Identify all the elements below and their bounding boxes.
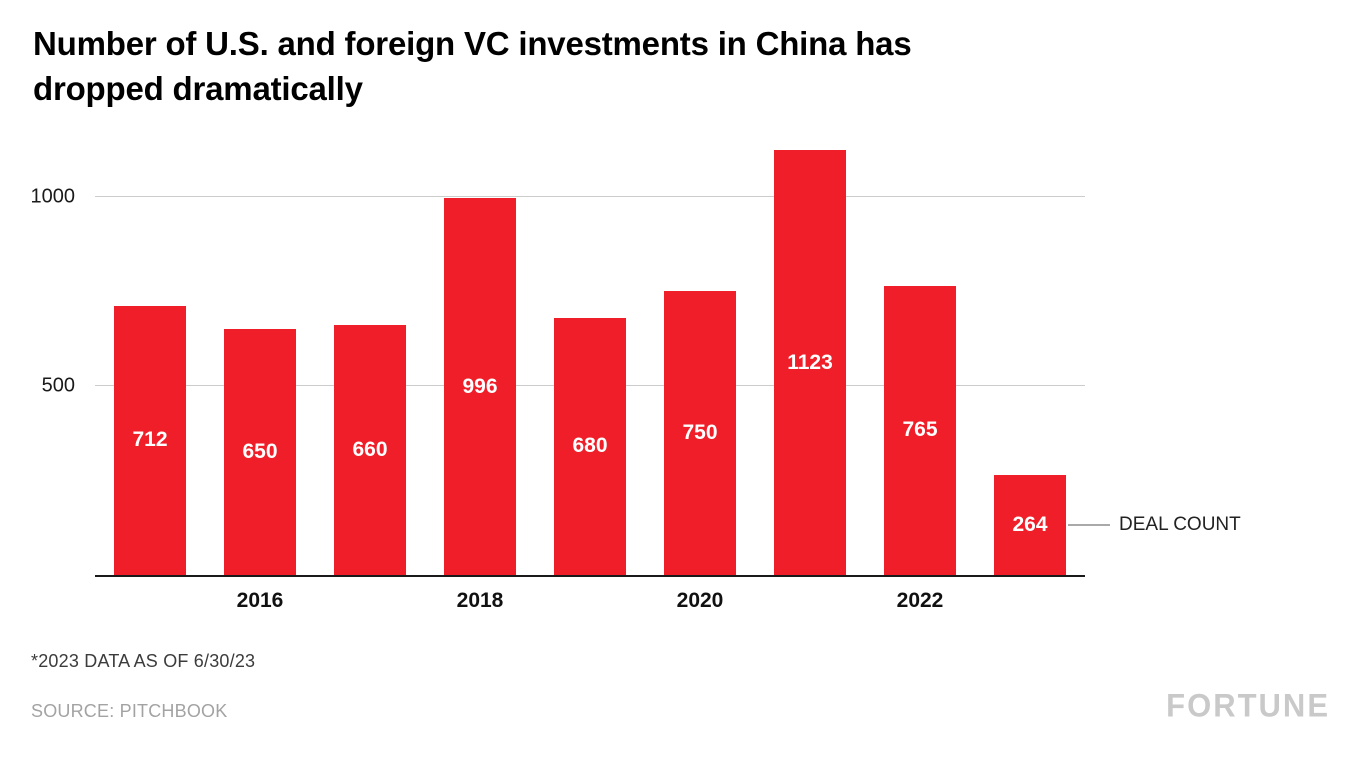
bar-value-label: 264	[1012, 513, 1048, 537]
bar-slot-2020: 750	[645, 140, 755, 575]
bar-slot-2017: 660	[315, 140, 425, 575]
page-title-line2: dropped dramatically	[33, 69, 363, 107]
bar-value-label: 765	[902, 418, 938, 442]
x-axis-tick-spacer	[95, 577, 205, 615]
bar-2022: 765	[884, 285, 956, 575]
bar-2023: 264	[994, 475, 1066, 575]
gridline-1000	[95, 195, 1085, 197]
bar-slot-2018: 996	[425, 140, 535, 575]
bar-slot-2019: 680	[535, 140, 645, 575]
data-asof-note: *2023 DATA AS OF 6/30/23	[31, 651, 256, 671]
x-axis-tick-spacer	[975, 577, 1085, 615]
bar-value-label: 650	[242, 440, 278, 464]
x-axis: 2016 2018 2020 2022	[95, 577, 1085, 615]
x-axis-tick-spacer	[535, 577, 645, 615]
deal-count-annotation: DEAL COUNT	[1068, 514, 1241, 536]
y-axis-tick-label: 500	[41, 374, 75, 397]
bar-slot-2023: 264	[975, 140, 1085, 575]
x-axis-tick-spacer	[315, 577, 425, 615]
y-axis: 500 1000	[0, 140, 85, 575]
bar-series: 712 650 660 996 680 750 1123 765 264	[95, 140, 1085, 575]
bar-value-label: 660	[352, 438, 388, 462]
bar-value-label: 750	[682, 421, 718, 445]
bar-slot-2016: 650	[205, 140, 315, 575]
bar-value-label: 680	[572, 434, 608, 458]
x-axis-tick-spacer	[755, 577, 865, 615]
bar-value-label: 1123	[787, 350, 833, 374]
annotation-label: DEAL COUNT	[1119, 514, 1241, 536]
bar-value-label: 996	[462, 374, 498, 398]
x-axis-tick-label-2022: 2022	[896, 589, 944, 612]
x-axis-tick-label-2016: 2016	[236, 589, 284, 612]
bar-2021: 1123	[774, 150, 846, 575]
source-label: SOURCE: PITCHBOOK	[31, 701, 228, 721]
bar-2019: 680	[554, 317, 626, 575]
bar-value-label: 712	[132, 428, 168, 452]
page-title-line1: Number of U.S. and foreign VC investment…	[33, 25, 912, 62]
bar-2015: 712	[114, 305, 186, 575]
bar-chart: 500 1000 712 650 660 996 680 750 1123 765 264 201…	[0, 130, 1360, 630]
plot-area: 712 650 660 996 680 750 1123 765 264	[95, 140, 1085, 577]
x-axis-tick-label-2018: 2018	[456, 589, 504, 612]
fortune-logo: FORTUNE	[1166, 687, 1330, 724]
bar-2016: 650	[224, 329, 296, 575]
page-title: Number of U.S. and foreign VC investment…	[33, 22, 912, 111]
bar-2017: 660	[334, 325, 406, 575]
bar-2018: 996	[444, 198, 516, 575]
y-axis-tick-label: 1000	[30, 185, 76, 208]
annotation-connector-line	[1068, 524, 1110, 527]
bar-slot-2015: 712	[95, 140, 205, 575]
bar-2020: 750	[664, 291, 736, 575]
x-axis-tick-label-2020: 2020	[676, 589, 724, 612]
bar-slot-2021: 1123	[755, 140, 865, 575]
bar-slot-2022: 765	[865, 140, 975, 575]
